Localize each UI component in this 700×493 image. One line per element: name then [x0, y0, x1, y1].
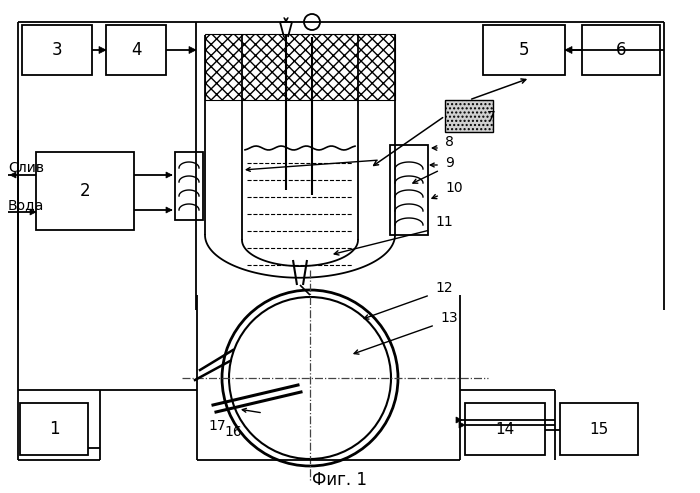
Polygon shape	[189, 46, 196, 54]
Polygon shape	[30, 209, 36, 215]
Polygon shape	[99, 46, 106, 54]
Bar	[205, 34, 395, 100]
Circle shape	[222, 290, 398, 466]
Text: 4: 4	[131, 41, 141, 59]
Bar	[465, 403, 545, 455]
Circle shape	[229, 297, 391, 459]
Polygon shape	[459, 422, 465, 428]
Text: Слив: Слив	[8, 161, 44, 175]
Bar	[560, 403, 638, 455]
Text: 9: 9	[445, 156, 454, 170]
Text: 13: 13	[440, 311, 458, 325]
Bar	[106, 25, 166, 75]
Text: 2: 2	[80, 182, 90, 200]
Bar	[582, 25, 660, 75]
Text: 11: 11	[435, 215, 453, 229]
Text: 3: 3	[52, 41, 62, 59]
Bar	[22, 25, 92, 75]
Text: 10: 10	[445, 181, 463, 195]
Polygon shape	[166, 207, 172, 213]
Polygon shape	[10, 172, 16, 178]
Circle shape	[304, 14, 320, 30]
Bar	[445, 100, 493, 132]
Text: 16: 16	[224, 425, 241, 439]
Text: Вода: Вода	[8, 198, 44, 212]
Bar	[20, 403, 88, 455]
Text: 5: 5	[519, 41, 529, 59]
Polygon shape	[456, 417, 462, 423]
Bar	[175, 152, 203, 220]
Text: Фиг. 1: Фиг. 1	[312, 471, 368, 489]
Polygon shape	[166, 172, 172, 178]
Text: 8: 8	[445, 135, 454, 149]
Text: 14: 14	[496, 422, 514, 436]
Text: 7: 7	[487, 110, 496, 124]
Bar	[483, 25, 565, 75]
Polygon shape	[565, 46, 572, 54]
Bar	[390, 145, 428, 235]
Bar	[36, 152, 134, 230]
Text: 12: 12	[435, 281, 453, 295]
Text: 17: 17	[208, 419, 225, 433]
Text: 6: 6	[616, 41, 626, 59]
Text: 1: 1	[49, 420, 60, 438]
Text: 15: 15	[589, 422, 608, 436]
